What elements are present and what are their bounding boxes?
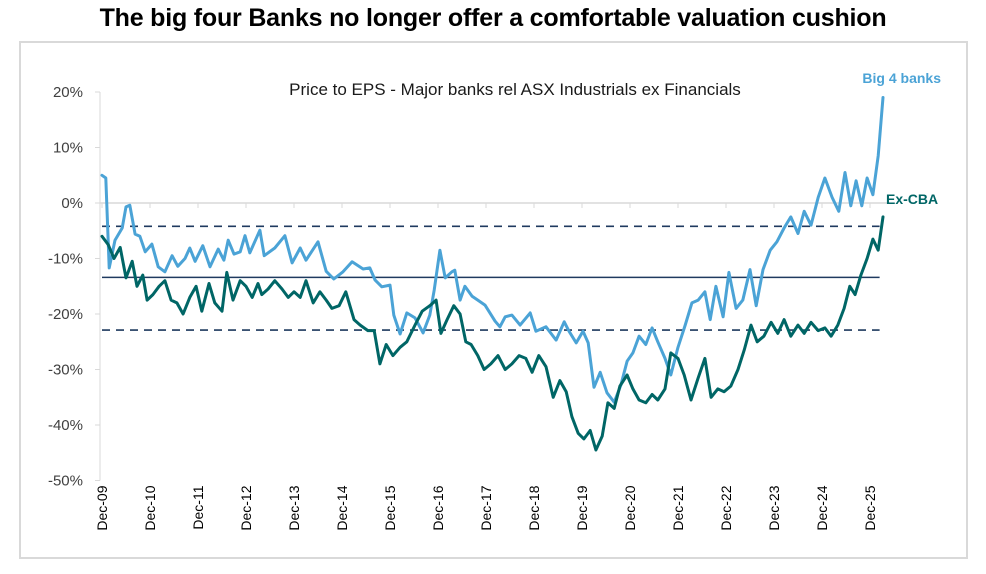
y-tick-label: -20% — [48, 306, 83, 323]
headline: The big four Banks no longer offer a com… — [99, 4, 887, 32]
x-tick-label: Dec-21 — [670, 485, 686, 530]
x-tick-label: Dec-15 — [382, 485, 398, 530]
x-tick-label: Dec-09 — [94, 485, 110, 530]
x-tick-label: Dec-17 — [478, 485, 494, 530]
series-label-excba: Ex-CBA — [886, 191, 938, 207]
chart-frame — [19, 41, 968, 559]
x-tick-label: Dec-16 — [430, 485, 446, 530]
x-tick-label: Dec-22 — [718, 485, 734, 530]
chart-title: Price to EPS - Major banks rel ASX Indus… — [289, 80, 741, 99]
x-tick-label: Dec-14 — [334, 485, 350, 530]
series-label-big4: Big 4 banks — [862, 70, 941, 86]
x-tick-label: Dec-13 — [286, 485, 302, 530]
x-tick-label: Dec-11 — [190, 485, 206, 529]
series-line-big4 — [100, 96, 885, 404]
axes: 20% 10% 0% -10% -20% -30% -40% -50% Dec-09 Dec-10… — [48, 84, 878, 531]
x-tick-label: Dec-24 — [814, 485, 830, 530]
series-layer — [100, 96, 885, 452]
x-tick-label: Dec-25 — [862, 485, 878, 530]
y-tick-label: -40% — [48, 417, 83, 434]
x-tick-label: Dec-12 — [238, 485, 254, 530]
x-tick-label: Dec-23 — [766, 485, 782, 530]
y-tick-label: -30% — [48, 362, 83, 379]
y-tick-label: -10% — [48, 251, 83, 268]
y-tick-label: -50% — [48, 473, 83, 490]
x-tick-label: Dec-18 — [526, 485, 542, 530]
x-tick-label: Dec-19 — [574, 485, 590, 530]
series-line-excba — [100, 215, 885, 452]
x-tick-label: Dec-10 — [142, 485, 158, 530]
y-tick-label: 0% — [61, 195, 83, 212]
x-tick-label: Dec-20 — [622, 485, 638, 530]
y-tick-label: 10% — [53, 140, 83, 157]
y-tick-label: 20% — [53, 84, 83, 101]
